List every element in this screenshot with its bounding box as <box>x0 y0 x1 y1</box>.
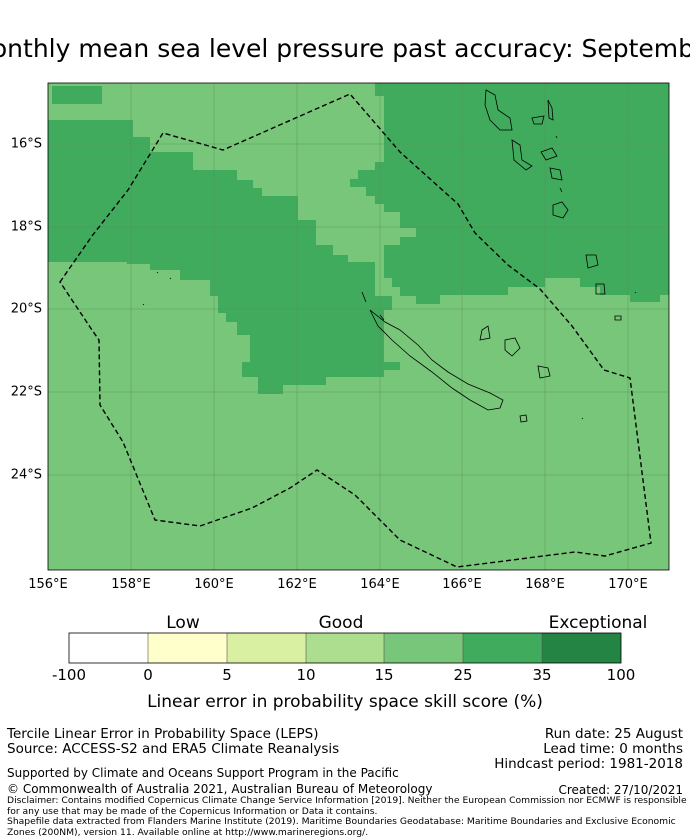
skill-patch-nw <box>52 86 102 104</box>
x-tick-label: 164°E <box>360 577 400 592</box>
eez-boundary <box>59 93 652 568</box>
info-method: Tercile Linear Error in Probability Spac… <box>7 726 319 742</box>
info-hindcast: Hindcast period: 1981-2018 <box>494 756 683 772</box>
info-lead-time: Lead time: 0 months <box>543 741 683 757</box>
category-exceptional: Exceptional <box>548 613 648 633</box>
info-run-date: Run date: 25 August <box>544 726 683 742</box>
colorbar-tick: 100 <box>606 666 636 684</box>
x-tick-label: 170°E <box>608 577 648 592</box>
colorbar-seg-6 <box>542 633 621 663</box>
new-caledonia-island <box>369 309 504 411</box>
islet-dots <box>142 135 637 420</box>
colorbar-tick: -100 <box>51 666 87 684</box>
info-disclaimer: Disclaimer: Contains modified Copernicus… <box>7 795 687 817</box>
y-tick-label: 20°S <box>10 301 42 317</box>
colorbar-tick: 10 <box>296 666 316 684</box>
x-tick-label: 166°E <box>442 577 482 592</box>
coastlines <box>142 89 637 423</box>
colorbar-tick: 15 <box>374 666 394 684</box>
colorbar-seg-5 <box>463 633 542 663</box>
vanuatu-espiritu-santo <box>484 89 513 131</box>
x-tick-label: 160°E <box>194 577 234 592</box>
colorbar-seg-2 <box>227 633 306 663</box>
info-supported: Supported by Climate and Oceans Support … <box>7 766 399 780</box>
category-good: Good <box>318 613 364 633</box>
colorbar-tick: 5 <box>222 666 232 684</box>
skill-region-west <box>48 120 400 394</box>
page-title: Monthly mean sea level pressure past acc… <box>0 34 690 63</box>
x-tick-label: 168°E <box>525 577 565 592</box>
y-tick-label: 24°S <box>10 467 42 483</box>
info-created: Created: 27/10/2021 <box>558 783 683 797</box>
colorbar-seg-4 <box>384 633 463 663</box>
colorbar-tick: 35 <box>532 666 552 684</box>
y-tick-label: 18°S <box>10 219 42 235</box>
y-tick-label: 22°S <box>10 384 42 400</box>
colorbar-seg-1 <box>148 633 227 663</box>
colorbar-tick: 0 <box>143 666 153 684</box>
info-source: Source: ACCESS-S2 and ERA5 Climate Reana… <box>7 741 340 757</box>
gridlines <box>48 83 669 570</box>
loyalty-islands <box>479 325 551 423</box>
skill-region-east <box>350 83 669 304</box>
x-tick-label: 156°E <box>28 577 68 592</box>
vanuatu-islands <box>511 99 622 321</box>
colorbar-label: Linear error in probability space skill … <box>147 692 543 712</box>
colorbar-frame <box>68 632 622 664</box>
category-low: Low <box>166 613 200 633</box>
colorbar-tick: 25 <box>453 666 473 684</box>
x-tick-label: 162°E <box>277 577 317 592</box>
x-tick-label: 158°E <box>111 577 151 592</box>
map-frame <box>47 82 670 571</box>
y-tick-label: 16°S <box>10 136 42 152</box>
map-area <box>47 82 670 571</box>
colorbar-seg-3 <box>306 633 384 663</box>
info-shapefile: Shapefile data extracted from Flanders M… <box>7 816 676 838</box>
info-copyright: © Commonwealth of Australia 2021, Austra… <box>7 782 433 796</box>
colorbar-seg-0 <box>69 633 148 663</box>
colorbar <box>68 632 622 664</box>
